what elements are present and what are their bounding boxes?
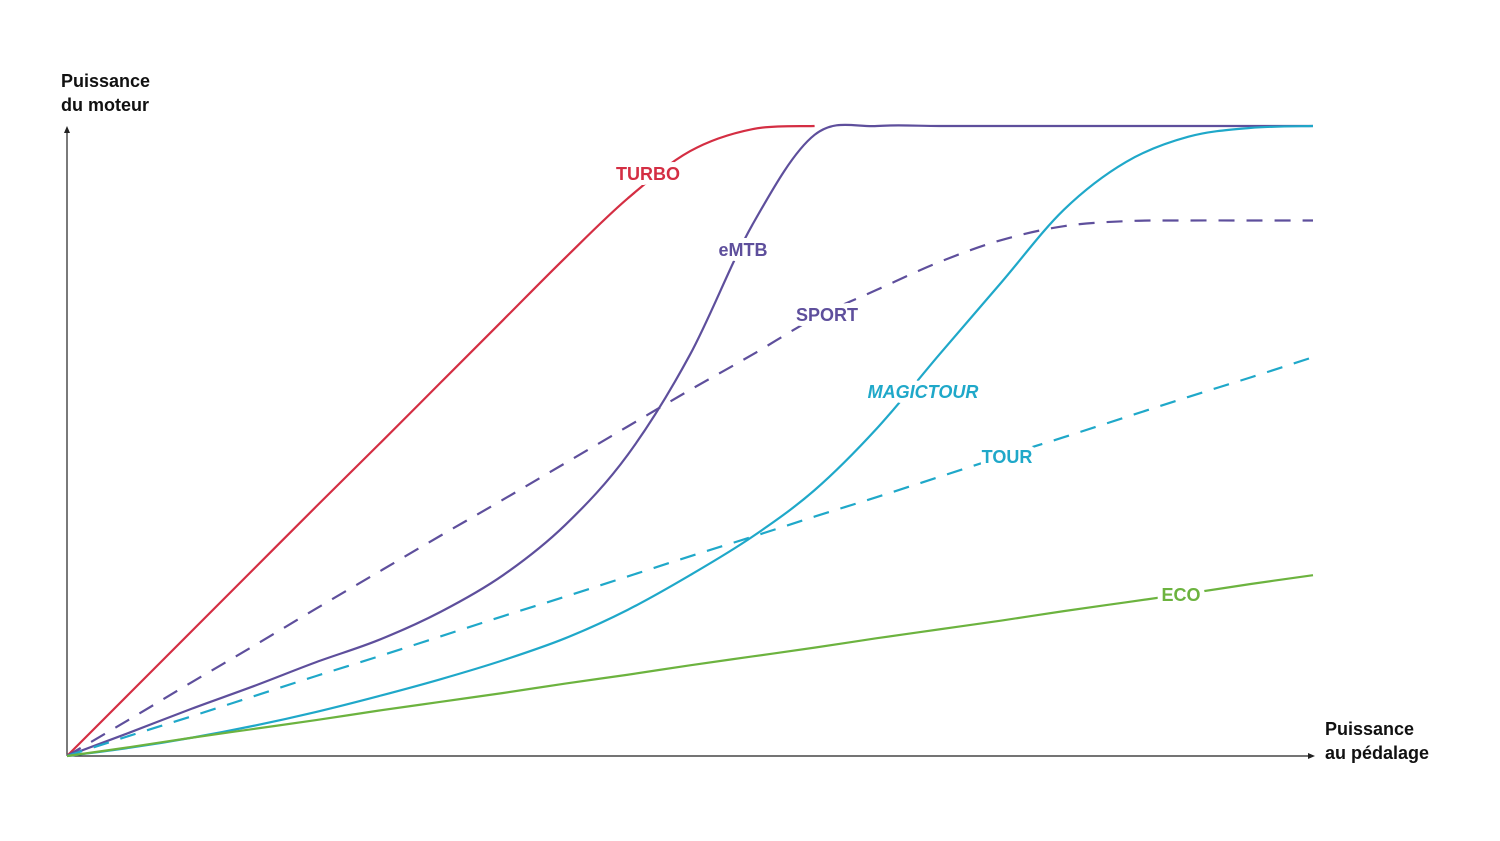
series-line <box>66 356 1314 758</box>
series-line <box>66 124 1314 758</box>
y-axis-label: du moteur <box>61 95 149 115</box>
series-label: SPORT <box>796 305 858 325</box>
series-line <box>66 219 1313 757</box>
x-axis-label: Puissance <box>1325 719 1414 739</box>
series-line <box>66 574 1314 758</box>
x-axis-label: au pédalage <box>1325 743 1429 763</box>
series-label: MAGICTOUR <box>868 382 979 402</box>
series-label: TURBO <box>616 164 680 184</box>
y-axis-label: Puissance <box>61 71 150 91</box>
series-line <box>66 123 1313 758</box>
series-label: eMTB <box>719 240 768 260</box>
y-axis-arrow <box>64 126 70 133</box>
series-label: TOUR <box>982 447 1033 467</box>
series-label: ECO <box>1161 585 1200 605</box>
series-line <box>66 124 815 757</box>
x-axis-arrow <box>1308 753 1315 759</box>
